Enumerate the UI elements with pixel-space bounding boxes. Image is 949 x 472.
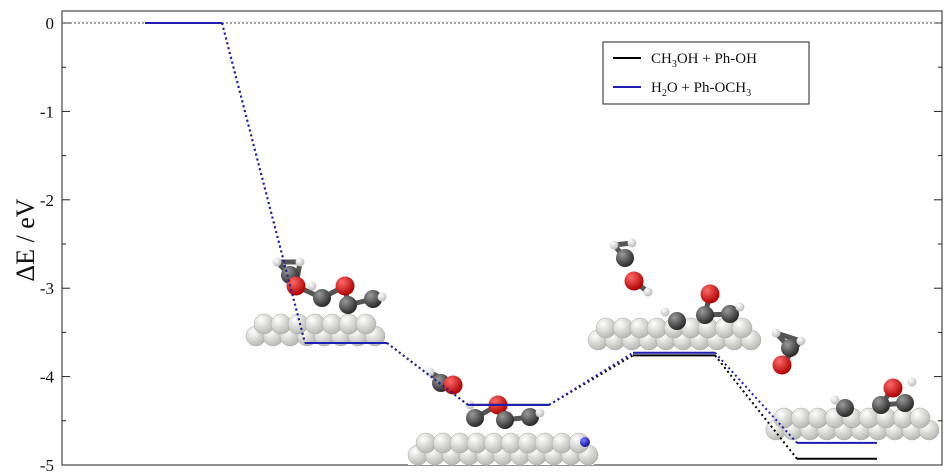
atom [272, 257, 282, 267]
atom [907, 377, 917, 387]
y-tick-label: 0 [46, 14, 55, 33]
connector-blue [386, 342, 469, 406]
atom [836, 399, 854, 417]
atom [872, 396, 890, 414]
atom [616, 249, 634, 267]
legend-label: CH3OH + Ph-OH [651, 51, 757, 70]
atom [627, 238, 637, 248]
atom [624, 271, 644, 291]
atom [521, 408, 539, 426]
atom [335, 276, 355, 296]
atom [313, 289, 331, 307]
legend-box [602, 41, 810, 105]
atom [796, 336, 806, 346]
y-tick-label: -3 [40, 279, 54, 298]
connector-blue [221, 22, 306, 344]
atom [830, 395, 840, 405]
surface-atom [909, 407, 931, 429]
atom [883, 378, 903, 398]
atom [425, 367, 435, 377]
connector-blue [548, 351, 634, 406]
atom [668, 312, 686, 330]
atom [339, 296, 357, 314]
y-tick-label: -2 [40, 191, 54, 210]
atom [771, 328, 781, 338]
adsorbed-intermediate-2-image [407, 357, 599, 466]
molecule-images [245, 230, 940, 466]
surface-atom [731, 317, 753, 339]
adsorbed-intermediate-3-image [587, 230, 762, 351]
atom [896, 394, 914, 412]
atom [466, 409, 484, 427]
atom [580, 437, 590, 447]
pathway-connectors [221, 22, 798, 460]
y-tick-label: -4 [40, 368, 55, 387]
atom [443, 375, 463, 395]
energy-levels [145, 22, 877, 460]
atom [496, 411, 514, 429]
atom [307, 281, 317, 291]
atom [643, 287, 653, 297]
legend-label: H2O + Ph-OCH3 [651, 80, 751, 99]
surface-atom [355, 313, 377, 335]
y-tick-label: -1 [40, 102, 54, 121]
atom [735, 302, 745, 312]
atom [772, 355, 792, 375]
legend: CH3OH + Ph-OH H2O + Ph-OCH3 [602, 41, 810, 105]
atom [660, 307, 670, 317]
atom [295, 257, 305, 267]
y-axis-title: ΔE / eV [11, 198, 40, 281]
atom [700, 284, 720, 304]
atom [781, 339, 799, 357]
atom [377, 292, 387, 302]
adsorbed-intermediate-4-image [765, 312, 940, 441]
atom [535, 408, 545, 418]
atom [609, 240, 619, 250]
adsorbed-intermediate-1-image [245, 238, 387, 347]
atom [364, 290, 382, 308]
y-axis: 0 -1 -2 -3 -4 -5 [40, 14, 942, 472]
connector-black [714, 354, 798, 460]
connector-blue [714, 352, 798, 444]
y-tick-label: -5 [40, 456, 54, 472]
atom [721, 305, 739, 323]
atom [696, 306, 714, 324]
